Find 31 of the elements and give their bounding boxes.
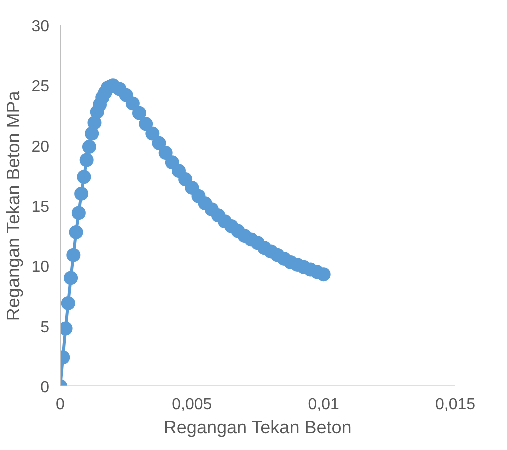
point: [77, 170, 92, 184]
x-tick-label: 0: [56, 396, 66, 414]
y-tick-label: 25: [32, 78, 50, 96]
point: [146, 126, 160, 141]
point: [132, 106, 146, 120]
point: [316, 268, 331, 282]
point: [158, 146, 173, 160]
point: [80, 153, 94, 168]
point: [126, 96, 140, 111]
point: [82, 140, 96, 154]
x-tick-label: 0,005: [172, 396, 212, 414]
point: [72, 206, 86, 220]
y-tick-label: 10: [32, 259, 50, 276]
y-tick-label: 0: [40, 380, 50, 396]
point: [61, 296, 76, 310]
point: [69, 225, 84, 240]
point: [74, 186, 89, 201]
x-tick-label: 0,01: [308, 396, 340, 414]
y-axis-title: Regangan Tekan Beton MPa: [4, 90, 24, 322]
point: [139, 117, 154, 132]
y-tick-label: 5: [40, 319, 50, 336]
x-tick-label: 0,015: [435, 396, 476, 414]
point: [88, 116, 102, 130]
y-tick-label: 20: [32, 138, 50, 156]
point: [152, 136, 166, 150]
y-tick-label: 15: [32, 199, 50, 216]
point: [85, 126, 100, 141]
point: [64, 271, 78, 286]
y-tick-label: 30: [32, 18, 50, 36]
x-axis-title: Regangan Tekan Beton: [164, 418, 352, 438]
point: [66, 248, 81, 262]
